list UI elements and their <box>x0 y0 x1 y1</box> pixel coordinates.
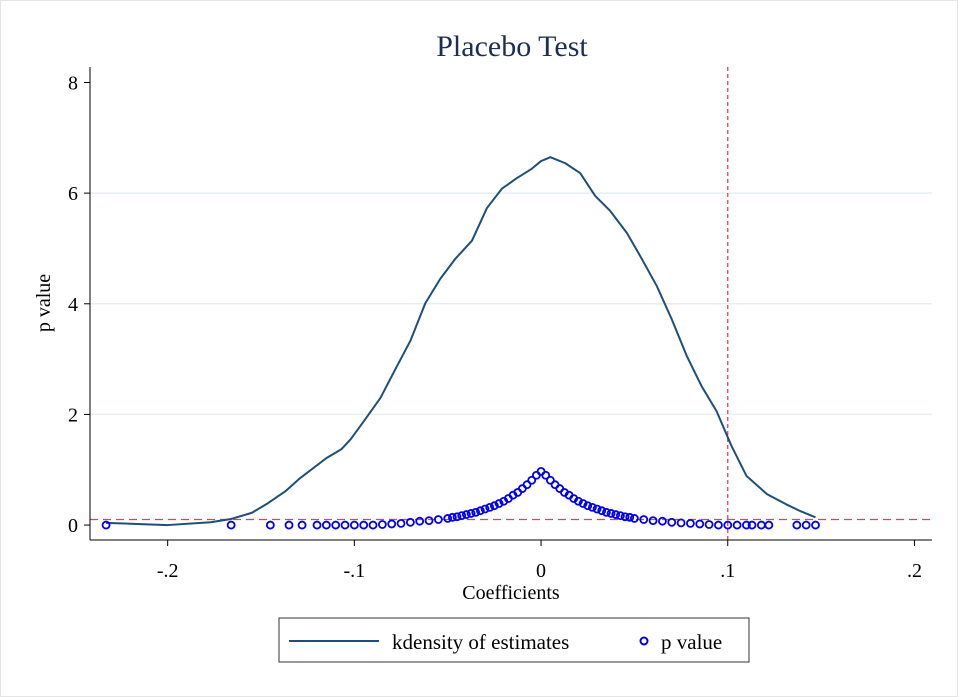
p-value-point <box>457 511 467 521</box>
p-value-point <box>616 511 625 521</box>
p-value-point <box>312 520 322 530</box>
p-value-point <box>583 501 593 511</box>
p-value-point <box>667 517 677 527</box>
y-tick-label: 2 <box>68 404 78 426</box>
p-value-point <box>405 517 415 527</box>
p-value-point <box>433 515 443 524</box>
x-tick-label: .1 <box>720 560 735 582</box>
p-value-point <box>415 516 425 526</box>
p-value-point <box>686 519 695 528</box>
p-value-point <box>447 512 457 522</box>
p-value-point <box>704 520 714 529</box>
p-value-point <box>466 509 476 518</box>
p-value-point <box>630 514 639 523</box>
y-axis-label: p value <box>33 274 55 332</box>
p-value-point <box>639 515 649 524</box>
p-value-point <box>297 520 307 530</box>
p-value-point <box>513 488 523 497</box>
p-value-point <box>625 512 635 522</box>
p-value-point <box>396 519 406 528</box>
legend-marker-swatch <box>639 636 649 646</box>
kdensity-line <box>106 156 816 527</box>
p-value-point <box>531 470 541 480</box>
p-value-point <box>695 519 705 529</box>
legend-label-pvalue: p value <box>661 630 722 654</box>
p-value-point <box>811 520 820 530</box>
p-value-point <box>550 480 560 490</box>
x-tick-label: .2 <box>907 560 922 582</box>
p-value-point <box>611 510 621 519</box>
x-tick-label: -.2 <box>157 560 179 582</box>
y-tick-label: 8 <box>68 72 78 94</box>
p-value-point <box>732 520 742 530</box>
p-value-point <box>527 475 537 485</box>
p-value-point <box>602 507 611 517</box>
p-value-point <box>597 506 607 516</box>
p-value-point <box>592 504 602 514</box>
p-value-point <box>545 475 555 485</box>
y-tick-label: 6 <box>68 183 78 205</box>
p-value-point <box>101 520 111 530</box>
y-tick-label: 4 <box>68 294 78 316</box>
x-axis-label: Coefficients <box>462 582 560 604</box>
p-value-point <box>569 494 579 503</box>
y-tick-label: 0 <box>68 515 78 537</box>
p-value-point <box>658 516 667 526</box>
chart-title: Placebo Test <box>436 30 588 63</box>
p-value-point <box>489 501 499 511</box>
p-value-point <box>226 520 236 530</box>
legend-label-kdensity: kdensity of estimates <box>392 630 569 654</box>
p-value-point <box>480 504 490 514</box>
p-value-point <box>349 520 359 530</box>
p-value-point <box>503 494 513 503</box>
p-value-point <box>471 507 481 517</box>
p-value-point <box>475 506 485 516</box>
p-value-point <box>340 520 350 530</box>
p-value-point <box>541 470 551 480</box>
p-value-point <box>723 520 733 530</box>
p-value-point <box>284 520 294 530</box>
p-value-point <box>461 510 471 519</box>
x-tick-label: -.1 <box>344 560 366 582</box>
p-value-point <box>559 488 569 497</box>
p-value-point <box>747 520 757 530</box>
p-value-point <box>331 520 341 530</box>
p-value-point <box>377 520 387 529</box>
p-value-point <box>494 499 504 508</box>
p-value-point <box>606 509 616 518</box>
p-value-point <box>443 514 453 523</box>
p-value-point <box>756 520 766 530</box>
p-value-point <box>424 516 434 526</box>
p-value-point <box>522 480 532 490</box>
x-tick-label: 0 <box>536 560 546 582</box>
p-value-point <box>359 520 369 530</box>
p-value-point <box>620 512 630 522</box>
p-value-point <box>648 516 658 526</box>
legend: kdensity of estimates p value <box>278 617 750 663</box>
p-value-point <box>368 520 378 530</box>
p-value-point <box>792 520 802 530</box>
p-value-point <box>321 520 331 530</box>
p-value-point <box>485 502 495 512</box>
p-value-point <box>742 520 751 530</box>
p-value-point <box>578 499 588 508</box>
p-value-point <box>452 512 462 522</box>
p-value-point <box>676 518 686 528</box>
p-value-point <box>764 520 774 530</box>
p-value-point <box>801 520 811 530</box>
p-value-point <box>587 502 597 512</box>
p-value-point <box>387 519 397 529</box>
p-value-point <box>265 520 275 530</box>
p-value-point <box>714 520 723 530</box>
